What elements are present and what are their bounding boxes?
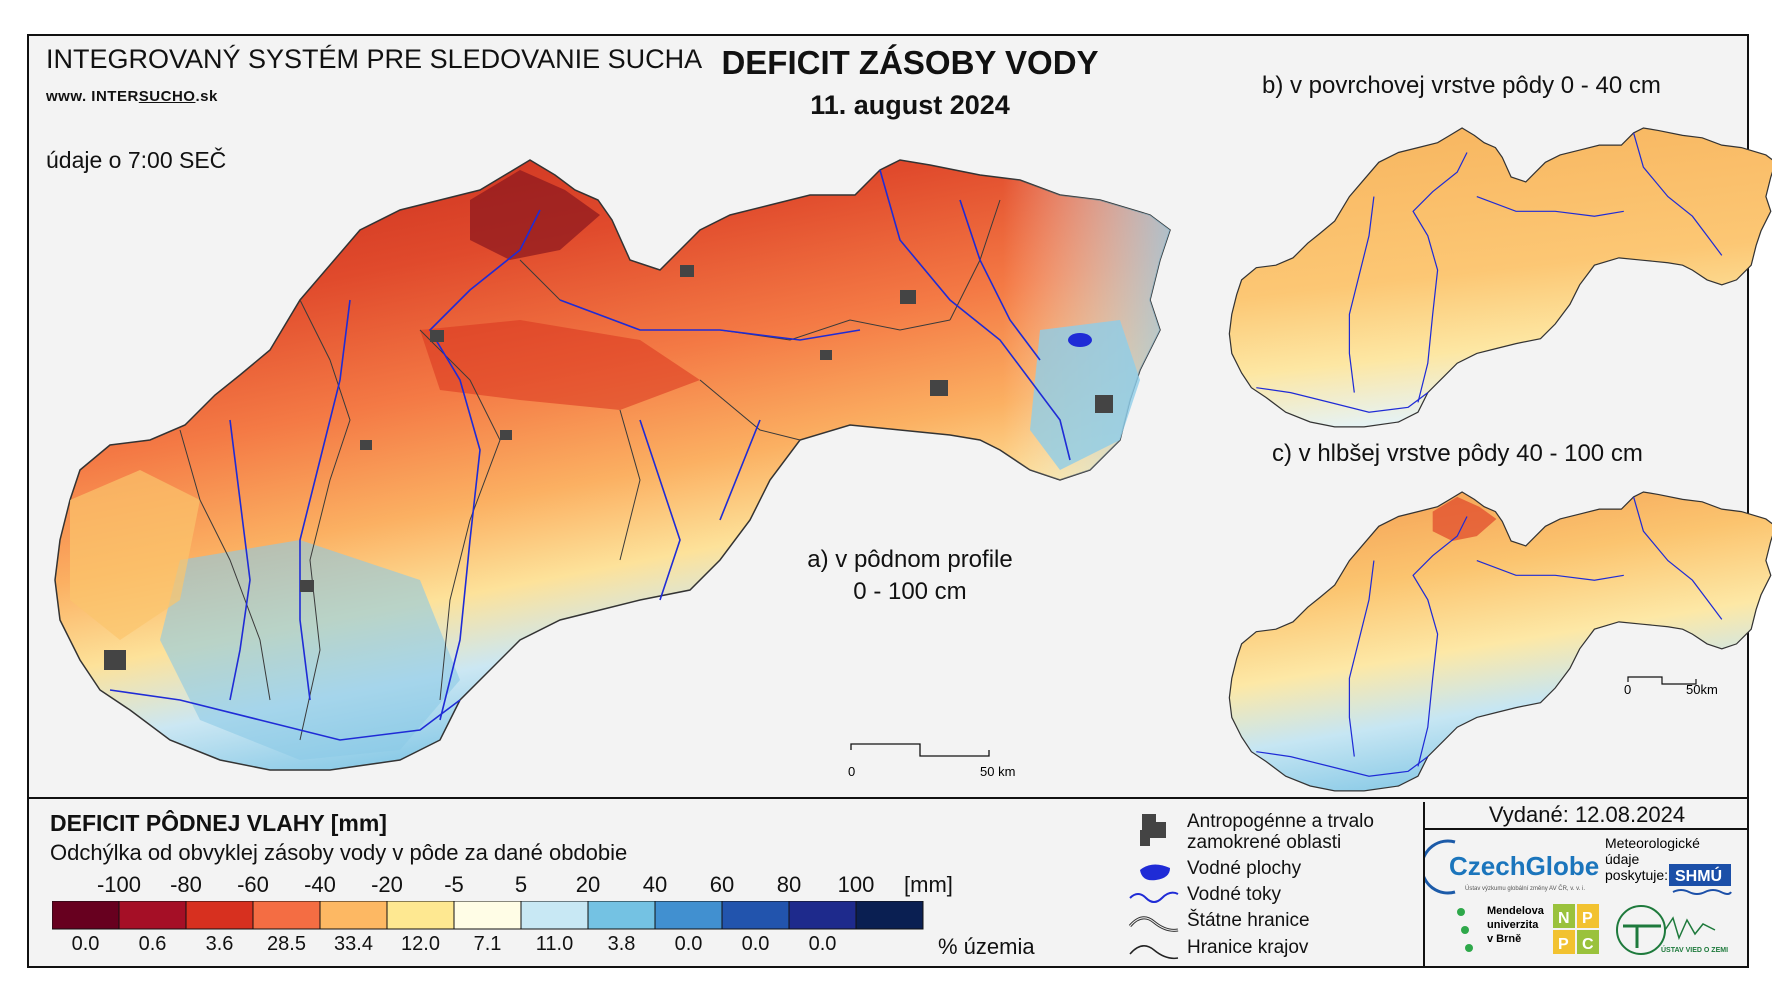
legend-tick-label: 5 [514,872,528,897]
meteo-text-3: poskytuje: [1605,867,1668,883]
time-note: údaje o 7:00 SEČ [46,147,227,173]
symbol-legend-icons [1128,814,1179,960]
svg-text:Ústav výzkumu globální změny A: Ústav výzkumu globální změny AV ČR, v. v… [1465,885,1585,892]
website-suffix: .sk [195,88,218,105]
legend-panel [27,797,1749,968]
logos-svg: CzechGlobe Ústav výzkumu globální změny … [1420,835,1732,955]
legend-tick-label: 60 [709,872,735,897]
main-title: DEFICIT ZÁSOBY VODY [721,44,1099,81]
partner-logos: CzechGlobe Ústav výzkumu globální změny … [1420,830,1749,968]
meteo-text-1: Meteorologické [1605,835,1700,851]
symbol-water-label: Vodné plochy [1187,858,1302,879]
legend-swatch [721,901,790,930]
legend-percent-value: 0.0 [71,933,100,955]
maps-svg: 0 50 km 0 50km [54,127,1772,792]
legend-swatch [453,901,522,930]
legend-tick-label: -100 [96,872,142,897]
legend-percent-value: 3.6 [205,933,234,955]
scale-main-end: 50 km [980,764,1015,779]
legend-swatch [52,901,120,930]
urban-area-icon [1140,814,1166,846]
legend-tick-label: -20 [371,872,403,897]
region-border-icon [1129,945,1179,960]
ustav-vied-o-zemi-logo: ÚSTAV VIED O ZEMI [1616,905,1728,955]
legend-tick-label: -5 [444,872,464,897]
czechglobe-logo: CzechGlobe Ústav výzkumu globální změny … [1420,839,1599,895]
legend-swatch [520,901,589,930]
nppc-logo: N P P C [1553,904,1599,954]
map-b-label: b) v povrchovej vrstve pôdy 0 - 40 cm [1262,72,1661,99]
legend-tick-label: -60 [237,872,269,897]
scale-bar-main [850,743,990,757]
legend-swatch [185,901,254,930]
legend-percent-label: % územia [938,934,1035,959]
legend-swatch [855,901,924,930]
svg-text:P: P [1558,936,1569,953]
legend-percent-value: 11.0 [535,933,574,955]
legend-subtitle: Odchýlka od obvyklej zásoby vody v pôde … [50,840,628,865]
legend-percent-value: 3.8 [607,933,636,955]
mendel-logo: Mendelova univerzita v Brně [1457,905,1545,952]
legend-tick-label: 40 [642,872,668,897]
legend-percent-value: 0.0 [741,933,770,955]
legend-swatch [654,901,723,930]
legend-percent-value: 12.0 [401,933,440,955]
svg-text:ÚSTAV VIED O ZEMI: ÚSTAV VIED O ZEMI [1661,945,1728,954]
system-title: INTEGROVANÝ SYSTÉM PRE SLEDOVANIE SUCHA [46,44,703,74]
legend-percent-value: 0.0 [674,933,703,955]
scale-bar-small [1627,676,1697,685]
legend-swatch [252,901,321,930]
map-c-deep-layer [1228,491,1772,792]
legend-percent-value: 7.1 [473,933,502,955]
legend-percent-value: 33.4 [334,933,373,955]
main-date: 11. august 2024 [810,90,1010,120]
map-a-soil-profile [54,159,1171,771]
website-highlight: SUCHO [138,88,196,105]
svg-text:CzechGlobe: CzechGlobe [1449,851,1599,881]
svg-text:N: N [1558,910,1570,927]
svg-text:univerzita: univerzita [1487,919,1539,931]
legend-percent-value: 0.0 [808,933,837,955]
legend-tick-label: 20 [575,872,601,897]
scale-main-start: 0 [848,764,855,779]
river-icon [1129,891,1179,903]
symbol-urban-label: Antropogénne a trvalo [1187,811,1374,832]
map-a-label: a) v pôdnom profile [807,546,1013,573]
meteo-text-2: údaje [1605,851,1639,867]
legend-tick-label: -80 [170,872,202,897]
legend-swatch [788,901,857,930]
legend-tick-label: -40 [304,872,336,897]
map-a-depth: 0 - 100 cm [853,578,967,605]
state-border-icon [1128,916,1179,932]
legend-unit: [mm] [904,872,953,897]
legend-tick-label: 100 [837,872,875,897]
legend-swatch [319,901,388,930]
symbol-river-label: Vodné toky [1187,884,1282,905]
legend-tick-label: 80 [776,872,802,897]
website-link[interactable]: www. INTERSUCHO.sk [46,88,218,105]
svg-text:SHMÚ: SHMÚ [1675,866,1722,885]
legend-swatch [587,901,656,930]
legend-colorbar [52,901,924,930]
symbol-region-border-label: Hranice krajov [1187,937,1309,958]
svg-text:P: P [1582,910,1593,927]
water-body-icon [1140,864,1170,881]
website-prefix: www. INTER [46,88,139,105]
issued-date: Vydané: 12.08.2024 [1423,802,1749,830]
svg-text:Mendelova: Mendelova [1487,905,1545,917]
legend-swatch [386,901,455,930]
legend-swatch [118,901,187,930]
legend-percent-value: 28.5 [267,933,306,955]
symbol-urban-label-2: zamokrené oblasti [1187,832,1342,853]
svg-text:v Brně: v Brně [1487,933,1521,945]
shmu-logo: SHMÚ [1669,864,1732,895]
svg-text:C: C [1582,936,1594,953]
map-c-label: c) v hlbšej vrstve pôdy 40 - 100 cm [1272,440,1643,467]
scale-small-end: 50km [1686,682,1718,697]
scale-small-start: 0 [1624,682,1631,697]
legend-title: DEFICIT PÔDNEJ VLAHY [mm] [50,810,387,836]
symbol-state-border-label: Štátne hranice [1187,910,1310,931]
legend-percent-value: 0.6 [138,933,167,955]
map-b-surface-layer [1228,127,1772,428]
